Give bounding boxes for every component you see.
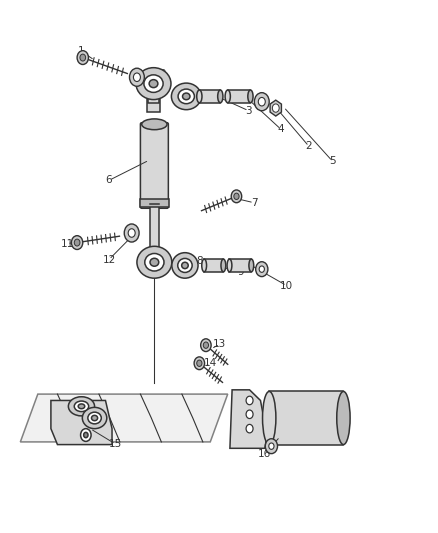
Circle shape (71, 236, 83, 249)
Circle shape (231, 190, 242, 203)
Circle shape (269, 443, 274, 449)
Ellipse shape (82, 407, 107, 429)
Ellipse shape (202, 259, 207, 272)
Text: 8: 8 (197, 256, 203, 266)
FancyBboxPatch shape (148, 248, 161, 258)
Ellipse shape (182, 262, 188, 269)
Ellipse shape (227, 259, 232, 272)
Ellipse shape (74, 401, 88, 411)
Text: 9: 9 (237, 267, 244, 277)
Ellipse shape (68, 397, 95, 416)
Ellipse shape (225, 90, 230, 103)
Circle shape (203, 342, 208, 349)
Ellipse shape (150, 259, 159, 266)
Circle shape (130, 68, 145, 86)
Ellipse shape (78, 404, 85, 409)
Circle shape (234, 193, 239, 199)
Ellipse shape (149, 79, 158, 87)
Circle shape (134, 73, 141, 82)
Ellipse shape (88, 412, 101, 424)
Ellipse shape (92, 415, 98, 421)
Circle shape (124, 224, 139, 242)
Ellipse shape (137, 246, 172, 278)
Text: 12: 12 (102, 255, 116, 264)
FancyBboxPatch shape (199, 90, 220, 103)
Circle shape (254, 93, 269, 111)
Ellipse shape (337, 391, 350, 445)
Circle shape (259, 266, 265, 272)
Text: 1: 1 (78, 46, 85, 56)
Text: 15: 15 (109, 439, 122, 449)
FancyBboxPatch shape (269, 391, 343, 445)
Circle shape (246, 410, 253, 418)
Circle shape (201, 339, 211, 352)
Text: 7: 7 (251, 198, 257, 208)
Circle shape (258, 98, 265, 106)
Circle shape (84, 432, 88, 438)
Ellipse shape (171, 83, 201, 110)
Circle shape (246, 396, 253, 405)
Text: 6: 6 (106, 175, 112, 185)
Text: 16: 16 (258, 449, 272, 458)
Polygon shape (230, 390, 267, 448)
Ellipse shape (218, 90, 223, 103)
Circle shape (77, 51, 88, 64)
Circle shape (194, 357, 205, 369)
Text: 2: 2 (159, 69, 166, 79)
Circle shape (246, 424, 253, 433)
Circle shape (80, 54, 85, 61)
FancyBboxPatch shape (140, 199, 169, 207)
Circle shape (128, 229, 135, 237)
Text: 11: 11 (60, 239, 74, 248)
FancyBboxPatch shape (230, 259, 251, 272)
Circle shape (265, 439, 278, 454)
FancyBboxPatch shape (150, 204, 159, 252)
FancyBboxPatch shape (148, 93, 159, 103)
Ellipse shape (172, 253, 198, 278)
Ellipse shape (178, 89, 194, 104)
Circle shape (256, 262, 268, 277)
Ellipse shape (262, 391, 276, 445)
Ellipse shape (221, 259, 226, 272)
Ellipse shape (249, 259, 254, 272)
Circle shape (81, 429, 91, 441)
FancyBboxPatch shape (228, 90, 251, 103)
Circle shape (272, 104, 279, 112)
Text: 10: 10 (280, 281, 293, 290)
FancyBboxPatch shape (141, 123, 168, 208)
FancyBboxPatch shape (147, 99, 160, 112)
FancyBboxPatch shape (204, 259, 223, 272)
Ellipse shape (197, 90, 202, 103)
Circle shape (197, 360, 202, 367)
Polygon shape (51, 400, 112, 445)
Text: 3: 3 (245, 106, 252, 116)
Text: 13: 13 (213, 339, 226, 349)
Ellipse shape (142, 119, 167, 130)
Text: 14: 14 (204, 358, 217, 368)
Ellipse shape (248, 90, 253, 103)
Text: 2: 2 (306, 141, 312, 151)
Text: 5: 5 (329, 156, 336, 166)
Ellipse shape (144, 75, 163, 92)
Ellipse shape (178, 259, 192, 272)
Ellipse shape (136, 68, 171, 100)
Polygon shape (270, 100, 282, 116)
Polygon shape (20, 394, 228, 442)
Circle shape (74, 239, 80, 246)
Ellipse shape (183, 93, 190, 100)
Ellipse shape (145, 254, 164, 271)
Text: 4: 4 (278, 124, 284, 134)
